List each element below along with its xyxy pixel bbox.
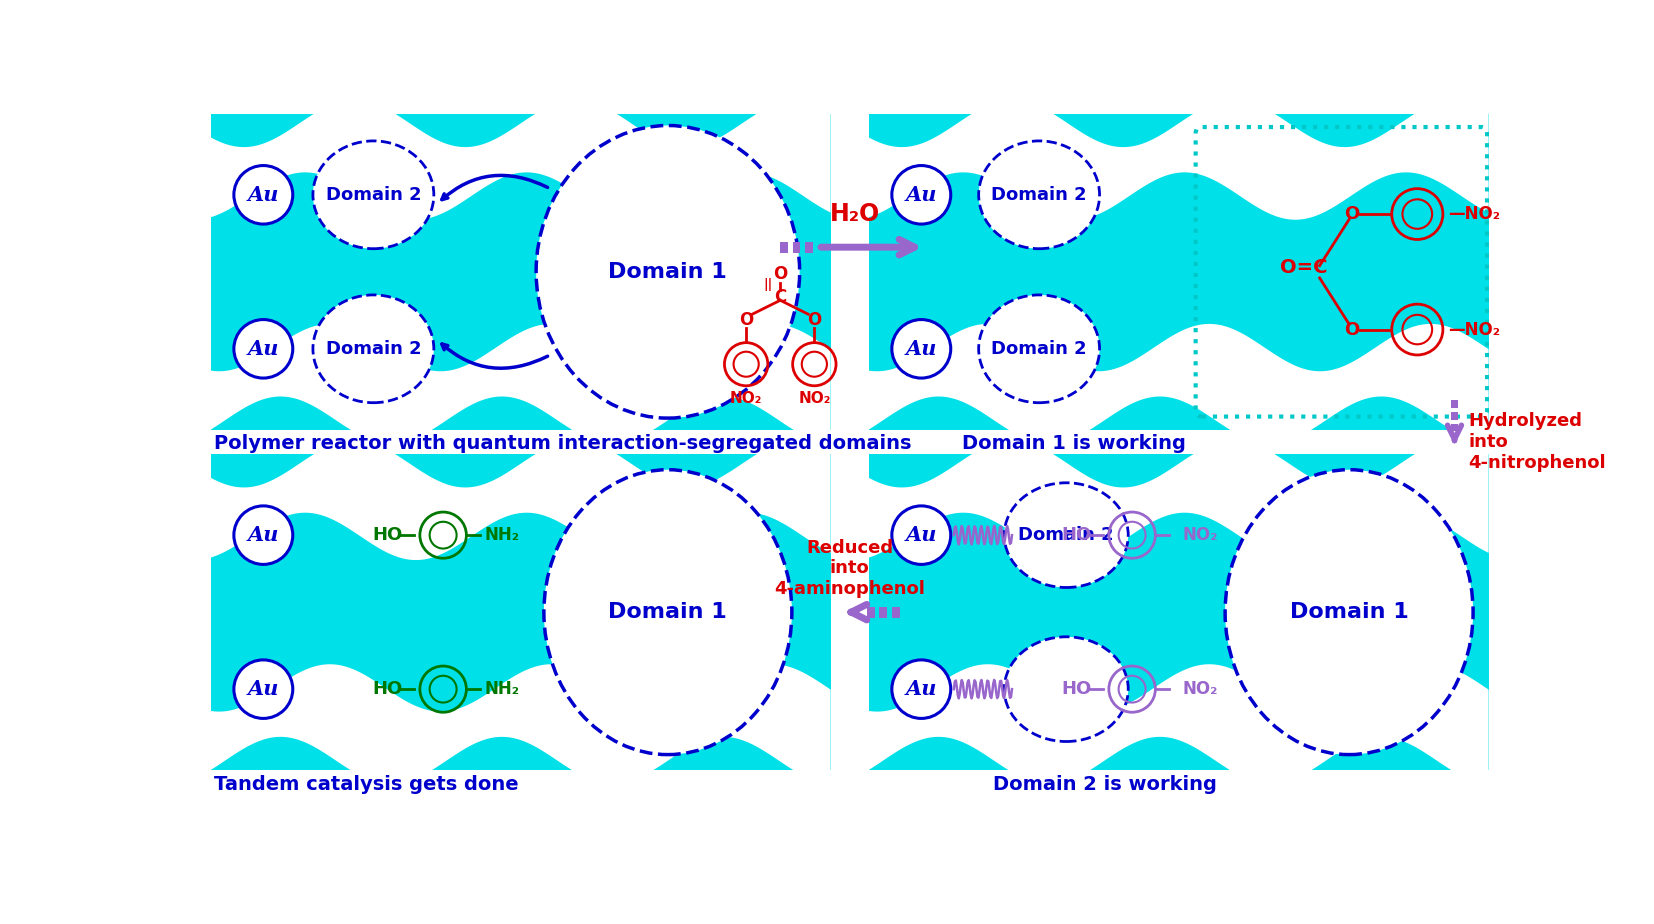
Bar xyxy=(792,242,801,252)
Text: Domain 1: Domain 1 xyxy=(1290,602,1409,622)
Circle shape xyxy=(892,320,951,378)
Bar xyxy=(1451,400,1459,408)
Text: C: C xyxy=(774,288,786,306)
Text: Domain 1: Domain 1 xyxy=(609,602,728,622)
Text: Au: Au xyxy=(248,679,280,699)
Ellipse shape xyxy=(544,469,792,755)
Text: O=C: O=C xyxy=(1280,259,1328,277)
Text: O: O xyxy=(739,311,753,329)
Text: NO₂: NO₂ xyxy=(729,391,762,407)
Circle shape xyxy=(892,506,951,565)
Ellipse shape xyxy=(979,295,1100,403)
Text: Au: Au xyxy=(906,185,936,205)
Bar xyxy=(867,607,875,617)
Circle shape xyxy=(233,165,293,224)
Ellipse shape xyxy=(536,126,799,418)
Bar xyxy=(210,114,830,430)
Text: Domain 2: Domain 2 xyxy=(991,340,1087,358)
Polygon shape xyxy=(210,440,830,560)
Text: Domain 1: Domain 1 xyxy=(609,261,728,282)
Polygon shape xyxy=(210,100,830,220)
Text: NO₂: NO₂ xyxy=(799,391,830,407)
Text: Domain 2: Domain 2 xyxy=(991,186,1087,204)
Text: O: O xyxy=(1345,205,1360,223)
Text: Au: Au xyxy=(906,339,936,359)
Text: Domain 1 is working: Domain 1 is working xyxy=(961,434,1186,454)
Text: Au: Au xyxy=(906,679,936,699)
Ellipse shape xyxy=(313,140,433,249)
Ellipse shape xyxy=(313,295,433,403)
Text: O: O xyxy=(1345,321,1360,338)
Circle shape xyxy=(233,320,293,378)
Polygon shape xyxy=(210,324,830,444)
Bar xyxy=(781,242,787,252)
Text: Domain 2: Domain 2 xyxy=(326,340,422,358)
Polygon shape xyxy=(868,440,1489,560)
Text: Reduced
into
4-aminophenol: Reduced into 4-aminophenol xyxy=(774,539,925,599)
Bar xyxy=(868,114,1489,430)
Bar xyxy=(880,607,887,617)
Ellipse shape xyxy=(979,140,1100,249)
Text: ||: || xyxy=(762,278,772,291)
Bar xyxy=(1451,412,1459,419)
Text: NH₂: NH₂ xyxy=(485,680,519,699)
Text: Hydrolyzed
into
4-nitrophenol: Hydrolyzed into 4-nitrophenol xyxy=(1469,412,1606,472)
Bar xyxy=(210,455,830,770)
Circle shape xyxy=(233,506,293,565)
Text: Domain 2: Domain 2 xyxy=(326,186,422,204)
Text: HO: HO xyxy=(372,526,402,544)
Text: HO: HO xyxy=(1062,680,1092,699)
Text: Au: Au xyxy=(248,185,280,205)
Text: —NO₂: —NO₂ xyxy=(1449,321,1500,338)
Text: H₂O: H₂O xyxy=(830,201,880,225)
Text: Tandem catalysis gets done: Tandem catalysis gets done xyxy=(213,774,518,794)
Text: Domain 2: Domain 2 xyxy=(1019,526,1115,544)
Ellipse shape xyxy=(1004,637,1128,741)
Polygon shape xyxy=(868,100,1489,220)
Circle shape xyxy=(233,660,293,719)
Text: HO: HO xyxy=(372,680,402,699)
Text: Au: Au xyxy=(248,525,280,545)
Text: NO₂: NO₂ xyxy=(1183,526,1217,544)
Text: O: O xyxy=(772,265,787,283)
Text: HO: HO xyxy=(1062,526,1092,544)
Text: NO₂: NO₂ xyxy=(1183,680,1217,699)
Bar xyxy=(805,242,812,252)
Bar xyxy=(1451,423,1459,432)
Text: Domain 2 is working: Domain 2 is working xyxy=(992,774,1216,794)
Bar xyxy=(892,607,900,617)
Text: Polymer reactor with quantum interaction-segregated domains: Polymer reactor with quantum interaction… xyxy=(213,434,911,454)
Polygon shape xyxy=(210,664,830,784)
Text: O: O xyxy=(807,311,822,329)
Text: NH₂: NH₂ xyxy=(485,526,519,544)
Text: Au: Au xyxy=(906,525,936,545)
Text: —NO₂: —NO₂ xyxy=(1449,205,1500,223)
Ellipse shape xyxy=(1226,469,1474,755)
Bar xyxy=(868,455,1489,770)
Polygon shape xyxy=(868,664,1489,784)
Circle shape xyxy=(892,165,951,224)
Text: Au: Au xyxy=(248,339,280,359)
Polygon shape xyxy=(868,324,1489,444)
Circle shape xyxy=(892,660,951,719)
Ellipse shape xyxy=(1004,482,1128,588)
